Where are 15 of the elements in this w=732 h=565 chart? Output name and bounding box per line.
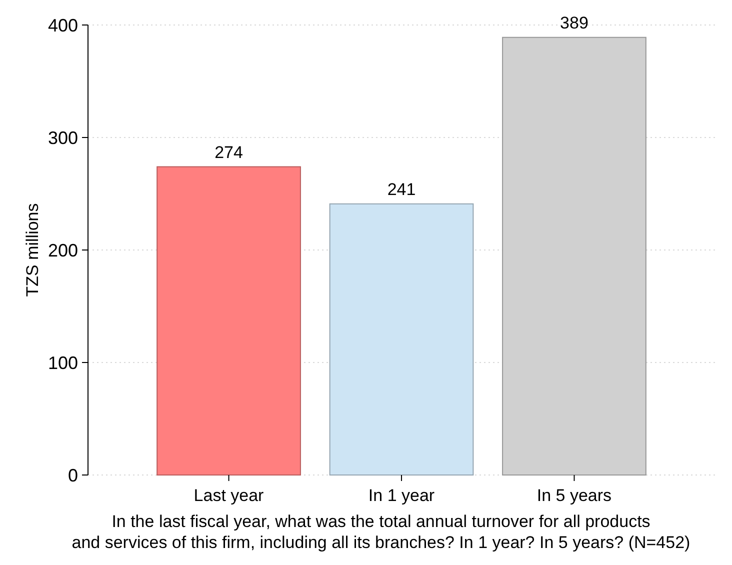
bar bbox=[329, 203, 474, 476]
y-tick-label: 400 bbox=[48, 15, 78, 36]
x-tick-label: Last year bbox=[194, 486, 264, 505]
y-tick-label: 0 bbox=[68, 465, 78, 486]
bar bbox=[156, 166, 301, 476]
x-axis-title: In the last fiscal year, what was the total annual turnover for all products and services of this firm, including all its branches? In 1 year? In 5 years? (N=452) bbox=[72, 512, 690, 552]
y-tick-label: 200 bbox=[48, 240, 78, 260]
y-axis-title: TZS millions bbox=[23, 203, 42, 297]
x-tick-label: In 1 year bbox=[368, 486, 435, 505]
data-label: 389 bbox=[560, 13, 588, 32]
data-label: 274 bbox=[214, 142, 243, 162]
data-label: 241 bbox=[387, 180, 416, 199]
y-tick-label: 100 bbox=[48, 352, 78, 373]
y-tick-label: 300 bbox=[48, 128, 78, 148]
x-tick-label: In 5 years bbox=[536, 486, 612, 505]
